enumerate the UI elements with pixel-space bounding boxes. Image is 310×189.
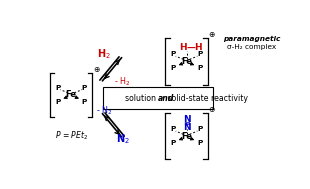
Text: P = PEt$_2$: P = PEt$_2$: [55, 129, 88, 142]
Text: P: P: [171, 140, 176, 146]
Text: N: N: [183, 123, 190, 132]
Text: ⊕: ⊕: [93, 65, 100, 74]
Text: P: P: [197, 126, 202, 132]
Text: P: P: [171, 126, 176, 132]
Text: P: P: [55, 98, 60, 105]
Text: —H: —H: [187, 43, 203, 52]
Text: P: P: [171, 65, 176, 71]
Text: - H$_2$: - H$_2$: [114, 75, 131, 88]
Text: P: P: [82, 85, 87, 91]
Text: solution: solution: [125, 94, 158, 103]
Text: Fe: Fe: [181, 132, 192, 141]
Text: P: P: [197, 140, 202, 146]
Text: P: P: [55, 85, 60, 91]
Text: H: H: [179, 43, 187, 52]
Text: ≡: ≡: [183, 119, 190, 128]
Text: P: P: [197, 51, 202, 57]
Text: H$_2$: H$_2$: [97, 47, 111, 61]
Text: P: P: [171, 51, 176, 57]
Text: P: P: [197, 65, 202, 71]
Text: Fe: Fe: [181, 57, 192, 66]
Text: - N$_2$: - N$_2$: [96, 105, 112, 117]
Text: N$_2$: N$_2$: [116, 132, 130, 146]
Text: solid-state reactivity: solid-state reactivity: [165, 94, 248, 103]
Text: N: N: [183, 115, 190, 124]
Text: σ-H₂ complex: σ-H₂ complex: [227, 44, 276, 50]
Text: paramagnetic: paramagnetic: [223, 36, 280, 43]
FancyBboxPatch shape: [103, 88, 213, 108]
Text: ⊕: ⊕: [209, 30, 215, 39]
Text: and: and: [158, 94, 175, 103]
Text: ⊕: ⊕: [209, 105, 215, 114]
Text: P: P: [82, 98, 87, 105]
Text: Fe: Fe: [66, 90, 77, 99]
